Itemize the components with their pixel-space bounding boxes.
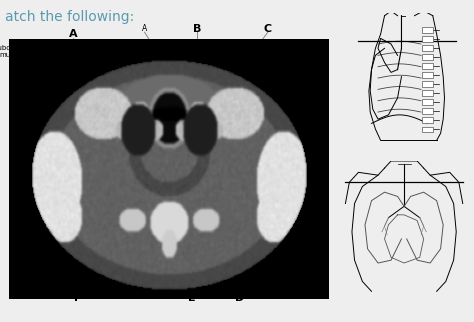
Bar (422, 27, 433, 33)
Bar (422, 36, 433, 42)
Text: B: B (192, 24, 201, 34)
Text: F: F (74, 293, 82, 303)
Text: Subclavius
muscle: Subclavius muscle (0, 45, 31, 58)
Text: A: A (142, 24, 147, 33)
Bar (422, 90, 433, 96)
Text: C: C (264, 24, 272, 34)
Text: atch the following:: atch the following: (5, 10, 134, 24)
Text: P: P (161, 280, 166, 289)
Text: L: L (301, 169, 306, 179)
Bar (422, 118, 433, 123)
Text: D: D (235, 293, 244, 303)
Text: R: R (23, 169, 29, 179)
Bar (422, 63, 433, 69)
Text: E: E (188, 293, 196, 303)
Bar (422, 81, 433, 87)
Bar (422, 72, 433, 78)
Bar (422, 99, 433, 105)
Text: A: A (69, 29, 78, 39)
Bar (422, 127, 433, 132)
Bar (422, 54, 433, 60)
Bar (422, 109, 433, 114)
Bar (422, 45, 433, 51)
